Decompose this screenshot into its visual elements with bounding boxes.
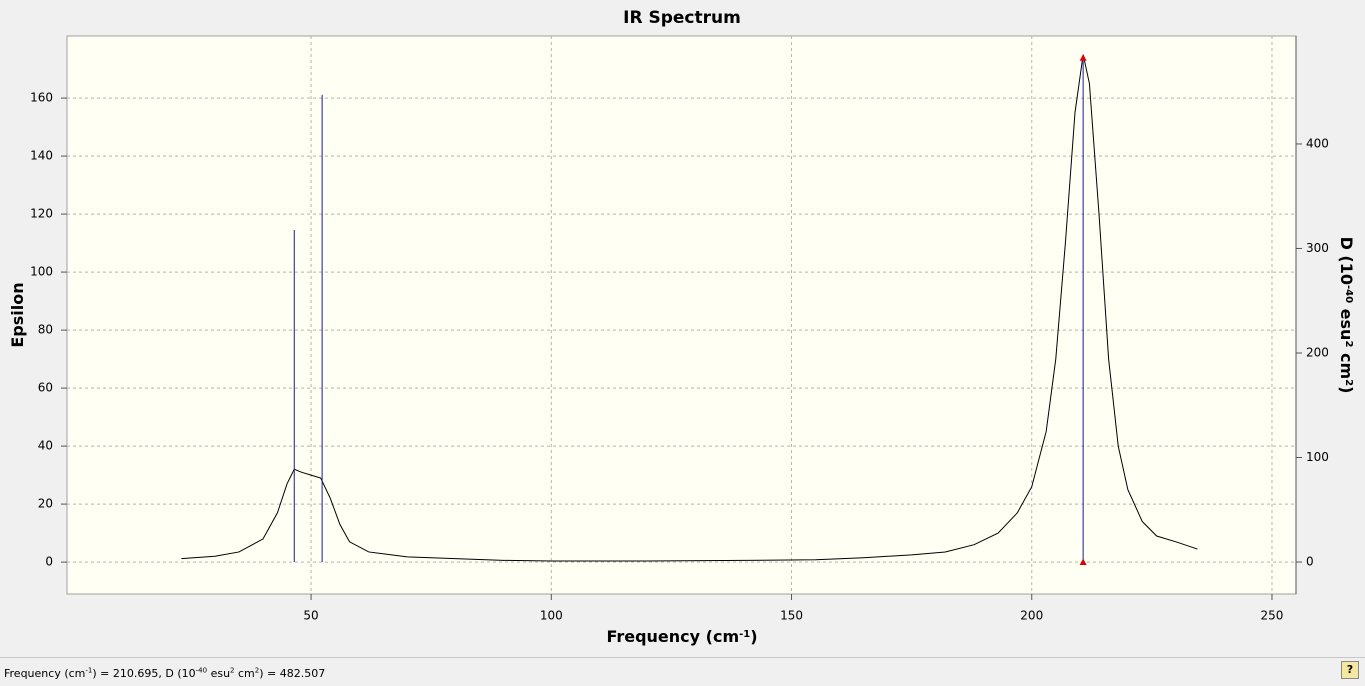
selected-marker [1079, 54, 1087, 61]
y2-tick-label: 100 [1306, 450, 1329, 464]
y2-axis-label: D (10-40 esu2 cm2) [1337, 237, 1356, 394]
y2-label-sup: 2 [1344, 340, 1355, 347]
y2-tick-label: 200 [1306, 345, 1329, 359]
y-tick-label: 140 [30, 149, 53, 163]
status-part: , D (10 [158, 666, 196, 680]
status-part: ) = [92, 666, 113, 680]
y2-tick-label: 0 [1306, 555, 1314, 569]
y-axis-label: Epsilon [8, 282, 27, 347]
status-part: Frequency (cm [4, 666, 86, 680]
status-d-value: 482.507 [279, 666, 326, 680]
x-tick-label: 150 [780, 609, 803, 623]
y-tick-label: 160 [30, 91, 53, 105]
x-label-sup: -1 [739, 629, 750, 640]
chart-title: IR Spectrum [623, 8, 741, 28]
status-sup: 2 [254, 666, 260, 674]
y2-label-sup: 2 [1344, 379, 1355, 386]
status-sup: -1 [85, 666, 93, 674]
y2-label-text: ) [1337, 386, 1356, 393]
status-part: cm [234, 666, 255, 680]
status-bar: Frequency (cm-1) = 210.695, D (10-40 esu… [0, 657, 1365, 682]
y2-label-text: cm [1337, 347, 1356, 379]
status-sup: 2 [230, 666, 235, 674]
y-tick-label: 80 [38, 323, 53, 337]
y-tick-label: 0 [45, 555, 53, 569]
chart: IR Spectrum Frequency (cm-1) Epsilon D (… [8, 8, 1356, 646]
help-button[interactable]: ? [1341, 661, 1359, 679]
y2-tick-label: 300 [1306, 241, 1329, 255]
spectrum-curve [181, 54, 1198, 562]
x-label-text: ) [750, 627, 757, 646]
status-frequency: 210.695 [112, 666, 159, 680]
plot-area [66, 35, 1297, 595]
x-tick-label: 200 [1020, 609, 1043, 623]
y2-tick-label: 400 [1306, 136, 1329, 150]
y-tick-label: 40 [38, 439, 53, 453]
y-tick-label: 60 [38, 381, 53, 395]
y-tick-label: 100 [30, 265, 53, 279]
x-tick-label: 250 [1261, 609, 1284, 623]
selected-marker-base [1079, 558, 1087, 566]
x-tick-label: 100 [540, 609, 563, 623]
status-part: esu [207, 666, 231, 680]
y2-label-sup: -40 [1344, 285, 1355, 303]
y-tick-label: 120 [30, 207, 53, 221]
status-text: Frequency (cm-1) = 210.695, D (10-40 esu… [0, 666, 326, 680]
status-part: ) = [259, 666, 280, 680]
status-sup: -40 [195, 666, 208, 674]
x-tick-label: 50 [303, 609, 318, 623]
x-label-text: Frequency (cm [606, 627, 739, 646]
y2-label-text: esu [1337, 303, 1356, 340]
x-axis-label: Frequency (cm-1) [606, 627, 757, 646]
y2-label-text: D (10 [1337, 237, 1356, 285]
y-tick-label: 20 [38, 497, 53, 511]
